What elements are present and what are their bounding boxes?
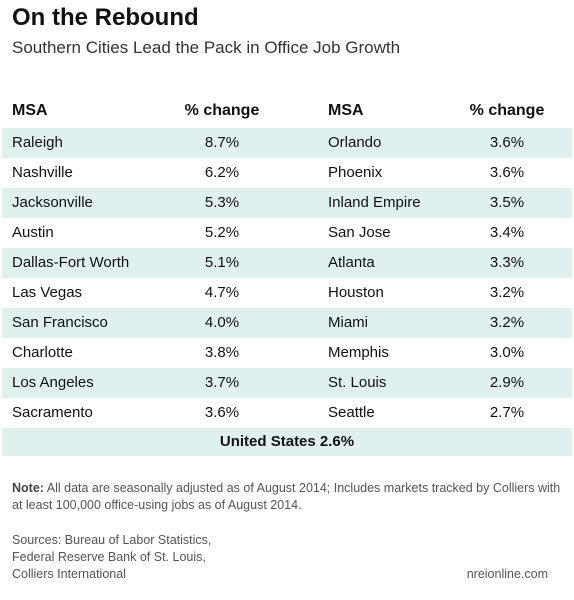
table-cell: Miami	[328, 314, 368, 331]
table-cell: Sacramento	[12, 404, 93, 421]
table-cell: 3.6%	[489, 134, 525, 151]
table-cell: Inland Empire	[328, 194, 421, 211]
footer-row: United States 2.6%	[2, 428, 572, 456]
table-cell: Memphis	[328, 344, 389, 361]
column-header: % change	[469, 102, 545, 119]
source-line: Sources: Bureau of Labor Statistics,	[12, 533, 212, 547]
table-row: Dallas-Fort Worth 5.1% Atlanta 3.3%	[2, 248, 572, 278]
table-cell: 5.1%	[204, 254, 240, 271]
table-cell: 3.3%	[489, 254, 525, 271]
table-cell: Orlando	[328, 134, 382, 151]
table-cell: Raleigh	[12, 134, 63, 151]
table-row: Jacksonville 5.3% Inland Empire 3.5%	[2, 188, 572, 218]
table-cell: Las Vegas	[12, 284, 83, 301]
table-cell: 3.6%	[489, 164, 525, 181]
table-row: Raleigh 8.7% Orlando 3.6%	[2, 128, 572, 158]
table-cell: 4.7%	[204, 284, 240, 301]
table-row: Nashville 6.2% Phoenix 3.6%	[2, 158, 572, 188]
table-cell: Houston	[328, 284, 384, 301]
table-cell: Los Angeles	[12, 374, 94, 391]
column-header: MSA	[12, 102, 48, 119]
table-cell: 3.0%	[489, 344, 525, 361]
table-cell: 3.4%	[489, 224, 525, 241]
table-cell: 2.7%	[489, 404, 525, 421]
sources: Sources: Bureau of Labor Statistics, Fede…	[12, 532, 211, 583]
table-cell: Jacksonville	[12, 194, 93, 211]
note-label: Note:	[12, 481, 44, 495]
table-cell: Charlotte	[12, 344, 73, 361]
table-cell: St. Louis	[328, 374, 387, 391]
subtitle: Southern Cities Lead the Pack in Office …	[12, 38, 401, 57]
credit: nreionline.com	[466, 567, 548, 581]
table-cell: 5.2%	[204, 224, 240, 241]
table-cell: Nashville	[12, 164, 73, 181]
table-cell: San Jose	[328, 224, 391, 241]
header-row: MSA % change MSA % change	[2, 96, 572, 126]
table-cell: Austin	[12, 224, 54, 241]
source-line: Federal Reserve Bank of St. Louis,	[12, 550, 206, 564]
table-cell: 3.8%	[204, 344, 240, 361]
table-cell: 3.2%	[489, 314, 525, 331]
column-header: % change	[184, 102, 260, 119]
table-cell: 3.6%	[204, 404, 240, 421]
table-cell: 5.3%	[204, 194, 240, 211]
note-text: All data are seasonally adjusted as of A…	[12, 481, 561, 512]
table-cell: 2.9%	[489, 374, 525, 391]
table-cell: 8.7%	[204, 134, 240, 151]
table-cell: 4.0%	[204, 314, 240, 331]
table-cell: Atlanta	[328, 254, 375, 271]
table-cell: 3.7%	[204, 374, 240, 391]
table-cell: 6.2%	[204, 164, 240, 181]
column-header: MSA	[328, 102, 364, 119]
table-row: Austin 5.2% San Jose 3.4%	[2, 218, 572, 248]
table-row: Las Vegas 4.7% Houston 3.2%	[2, 278, 572, 308]
table-row: Charlotte 3.8% Memphis 3.0%	[2, 338, 572, 368]
table-cell: Seattle	[328, 404, 375, 421]
source-line: Colliers International	[12, 567, 126, 581]
footer-text: United States 2.6%	[219, 433, 355, 450]
title: On the Rebound	[12, 4, 199, 31]
note: Note: All data are seasonally adjusted a…	[12, 480, 562, 514]
table-cell: 3.5%	[489, 194, 525, 211]
table-row: Los Angeles 3.7% St. Louis 2.9%	[2, 368, 572, 398]
table-row: Sacramento 3.6% Seattle 2.7%	[2, 398, 572, 428]
table-cell: San Francisco	[12, 314, 108, 331]
table-row: San Francisco 4.0% Miami 3.2%	[2, 308, 572, 338]
table-cell: Dallas-Fort Worth	[12, 254, 130, 271]
table-cell: 3.2%	[489, 284, 525, 301]
table-cell: Phoenix	[328, 164, 383, 181]
